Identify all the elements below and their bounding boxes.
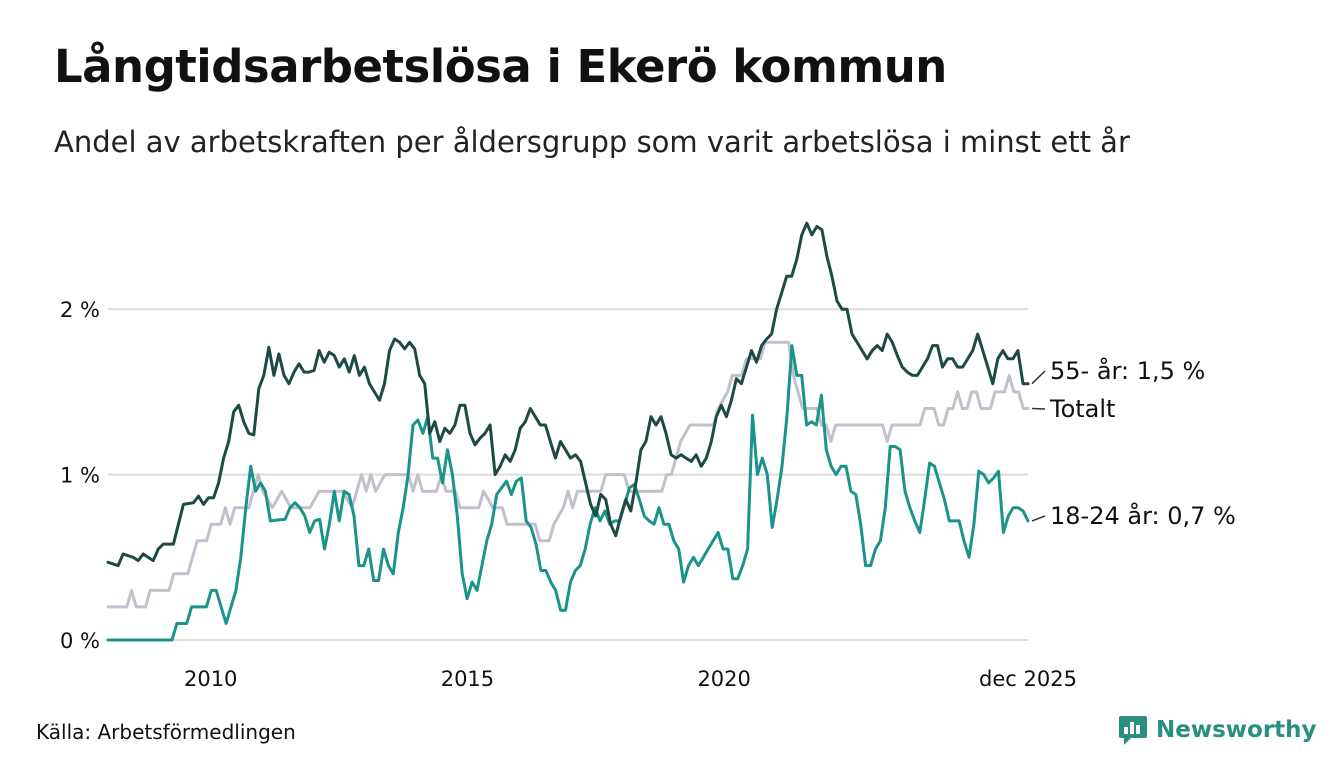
source-note: Källa: Arbetsförmedlingen <box>36 720 296 744</box>
y-tick-label: 0 % <box>60 629 100 653</box>
y-tick-label: 2 % <box>60 298 100 322</box>
brand-name: Newsworthy <box>1156 717 1317 743</box>
chart-title: Långtidsarbetslösa i Ekerö kommun <box>54 40 947 93</box>
chart-subtitle: Andel av arbetskraften per åldersgrupp s… <box>54 125 1130 159</box>
x-tick-label: 2010 <box>184 667 237 691</box>
x-tick-label: 2015 <box>441 667 494 691</box>
label-connector <box>1031 407 1046 410</box>
axis-labels: 0 % 1 % 2 % 2010 2015 2020 dec 2025 <box>60 298 1077 691</box>
x-tick-label: dec 2025 <box>979 667 1077 691</box>
y-tick-label: 1 % <box>60 464 100 488</box>
line-chart: Totalt 18-24 år: 0,7 % 55- år: 1,5 % 0 % 1 … <box>60 221 1236 691</box>
series-line-totalt <box>106 340 1030 609</box>
series-line-18-24-r <box>106 344 1030 642</box>
series-lines <box>106 221 1030 642</box>
label-connector <box>1031 370 1046 385</box>
series-label: 55- år: 1,5 % <box>1050 356 1205 385</box>
series-label: 18-24 år: 0,7 % <box>1050 501 1236 530</box>
label-connector <box>1031 515 1046 522</box>
gridlines <box>108 308 1028 641</box>
series-line-55-r <box>106 221 1030 568</box>
brand-logo: Newsworthy <box>1118 714 1317 746</box>
newsworthy-chart-bubble-icon <box>1119 716 1147 745</box>
x-tick-label: 2020 <box>697 667 750 691</box>
series-label: Totalt <box>1049 395 1115 423</box>
series-labels: Totalt 18-24 år: 0,7 % 55- år: 1,5 % <box>1031 356 1236 530</box>
